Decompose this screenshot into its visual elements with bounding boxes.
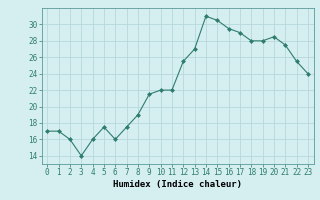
X-axis label: Humidex (Indice chaleur): Humidex (Indice chaleur) bbox=[113, 180, 242, 189]
